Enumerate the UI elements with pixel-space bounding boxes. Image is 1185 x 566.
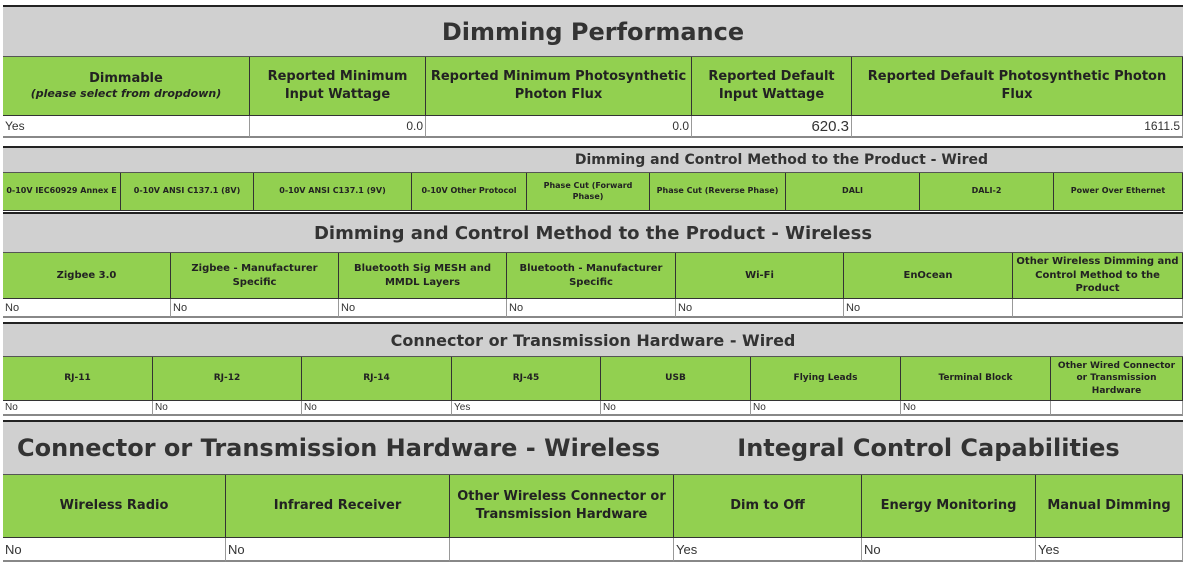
cell-value[interactable]: No [676, 299, 844, 318]
column-header: Terminal Block [901, 357, 1051, 401]
cell-value[interactable]: No [862, 538, 1036, 562]
cell-value[interactable]: No [226, 538, 450, 562]
column-header: Wi-Fi [676, 253, 844, 299]
dimmable-label: Dimmable [89, 70, 163, 86]
column-header: Other Wired Connector or Transmission Ha… [1051, 357, 1183, 401]
column-header: Reported Minimum Input Wattage [250, 57, 426, 116]
column-header: USB [601, 357, 751, 401]
cell-value[interactable]: Yes [674, 538, 862, 562]
column-header: Zigbee - Manufacturer Specific [171, 253, 339, 299]
dimming-performance-title: Dimming Performance [3, 5, 1183, 57]
cell-value[interactable]: No [3, 538, 226, 562]
column-header: Dim to Off [674, 475, 862, 538]
cell-value[interactable]: Yes [1036, 538, 1183, 562]
column-header: Reported Minimum Photosynthetic Photon F… [426, 57, 692, 116]
cell-value[interactable]: No [901, 401, 1051, 416]
column-header: 0-10V ANSI C137.1 (8V) [121, 173, 254, 211]
integral_control-title: Integral Control Capabilities [674, 420, 1183, 475]
column-header: Other Wireless Dimming and Control Metho… [1013, 253, 1183, 299]
column-header: Phase Cut (Reverse Phase) [650, 173, 786, 211]
cell-value[interactable] [450, 538, 674, 562]
column-header: Zigbee 3.0 [3, 253, 171, 299]
dimmable-dropdown[interactable]: Yes [3, 116, 250, 138]
column-header: RJ-45 [452, 357, 601, 401]
cell-value[interactable]: No [507, 299, 676, 318]
column-header: RJ-11 [3, 357, 153, 401]
cell-value[interactable]: 0.0 [426, 116, 692, 138]
cell-value[interactable] [1051, 401, 1183, 416]
column-header: Reported Default Input Wattage [692, 57, 852, 116]
cell-value[interactable]: 0.0 [250, 116, 426, 138]
column-header: Infrared Receiver [226, 475, 450, 538]
column-header: 0-10V ANSI C137.1 (9V) [254, 173, 412, 211]
column-header: Flying Leads [751, 357, 901, 401]
column-header: 0-10V Other Protocol [412, 173, 527, 211]
column-header: Other Wireless Connector or Transmission… [450, 475, 674, 538]
wired_hardware-title: Connector or Transmission Hardware - Wir… [3, 322, 1183, 357]
cell-value[interactable]: No [601, 401, 751, 416]
cell-value[interactable]: No [3, 299, 171, 318]
cell-value[interactable]: No [3, 401, 153, 416]
column-header: EnOcean [844, 253, 1013, 299]
column-header: Manual Dimming [1036, 475, 1183, 538]
column-header: Wireless Radio [3, 475, 226, 538]
column-header: Reported Default Photosynthetic Photon F… [852, 57, 1183, 116]
cell-value[interactable] [1013, 299, 1183, 318]
cell-value[interactable]: 1611.5 [852, 116, 1183, 138]
column-header: Energy Monitoring [862, 475, 1036, 538]
column-header: Dimmable (please select from dropdown) [3, 57, 250, 116]
cell-value[interactable]: No [153, 401, 302, 416]
column-header: DALI-2 [920, 173, 1054, 211]
column-header: 0-10V IEC60929 Annex E [3, 173, 121, 211]
column-header: RJ-12 [153, 357, 302, 401]
column-header: Bluetooth Sig MESH and MMDL Layers [339, 253, 507, 299]
dimmable-note: (please select from dropdown) [30, 87, 222, 101]
cell-value[interactable]: No [339, 299, 507, 318]
cell-value[interactable]: No [302, 401, 452, 416]
cell-value[interactable]: No [171, 299, 339, 318]
wireless_hardware-title: Connector or Transmission Hardware - Wir… [3, 420, 674, 475]
column-header: Bluetooth - Manufacturer Specific [507, 253, 676, 299]
wired_methods-title: Dimming and Control Method to the Produc… [3, 146, 1183, 173]
cell-value[interactable]: No [844, 299, 1013, 318]
cell-value[interactable]: Yes [452, 401, 601, 416]
column-header: RJ-14 [302, 357, 452, 401]
column-header: Power Over Ethernet [1054, 173, 1183, 211]
column-header: DALI [786, 173, 920, 211]
wireless_methods-title: Dimming and Control Method to the Produc… [3, 212, 1183, 253]
cell-value[interactable]: No [751, 401, 901, 416]
cell-value[interactable]: 620.3 [692, 116, 852, 138]
column-header: Phase Cut (Forward Phase) [527, 173, 650, 211]
